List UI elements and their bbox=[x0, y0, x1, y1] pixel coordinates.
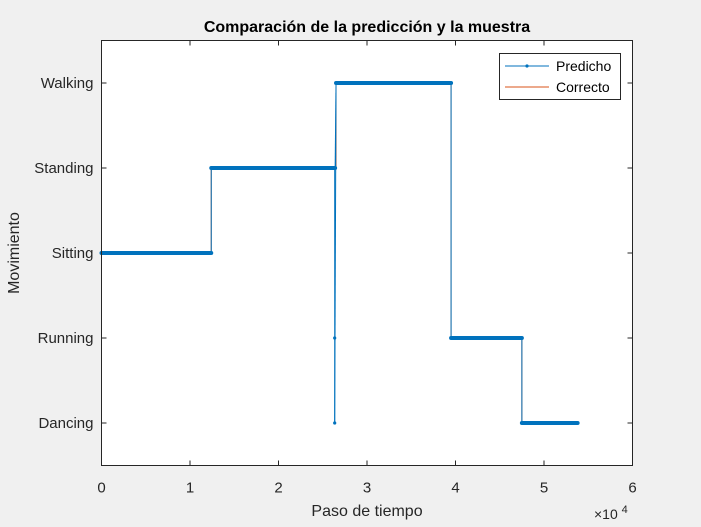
x-tick-label: 6 bbox=[628, 480, 636, 497]
x-tick-label: 1 bbox=[186, 480, 194, 497]
chart-title: Comparación de la predicción y la muestr… bbox=[204, 19, 530, 36]
x-exponent-power: 4 bbox=[622, 504, 628, 516]
x-tick-label: 4 bbox=[451, 480, 459, 497]
predicho-outlier-point bbox=[333, 336, 337, 340]
y-axis-label: Movimiento bbox=[6, 212, 23, 294]
legend-predicho-marker bbox=[525, 64, 529, 68]
y-tick-label: Running bbox=[38, 330, 94, 347]
x-axis-exponent: ×10 4 bbox=[594, 504, 628, 522]
x-axis-label: Paso de tiempo bbox=[311, 503, 422, 520]
x-tick-label: 2 bbox=[274, 480, 282, 497]
x-axis-ticks: 0 1 2 3 4 5 6 bbox=[97, 40, 637, 497]
y-axis-ticks: Dancing Running Sitting Standing Walking bbox=[34, 75, 633, 432]
series-predicho bbox=[99, 81, 580, 425]
legend-correcto-label: Correcto bbox=[556, 79, 610, 95]
predicho-outlier-point bbox=[333, 421, 337, 425]
predicho-spike-return bbox=[334, 82, 337, 424]
x-tick-label: 0 bbox=[97, 480, 105, 497]
y-tick-label: Walking bbox=[41, 75, 94, 92]
plot-box bbox=[101, 40, 633, 466]
legend-box bbox=[499, 53, 621, 100]
y-tick-label: Dancing bbox=[38, 415, 93, 432]
x-tick-label: 3 bbox=[363, 480, 371, 497]
y-tick-label: Standing bbox=[34, 160, 93, 177]
y-tick-label: Sitting bbox=[52, 245, 94, 262]
legend-predicho-label: Predicho bbox=[556, 58, 611, 74]
x-exponent-base: ×10 bbox=[594, 506, 618, 522]
x-tick-label: 5 bbox=[540, 480, 548, 497]
legend: Predicho Correcto bbox=[499, 53, 621, 100]
